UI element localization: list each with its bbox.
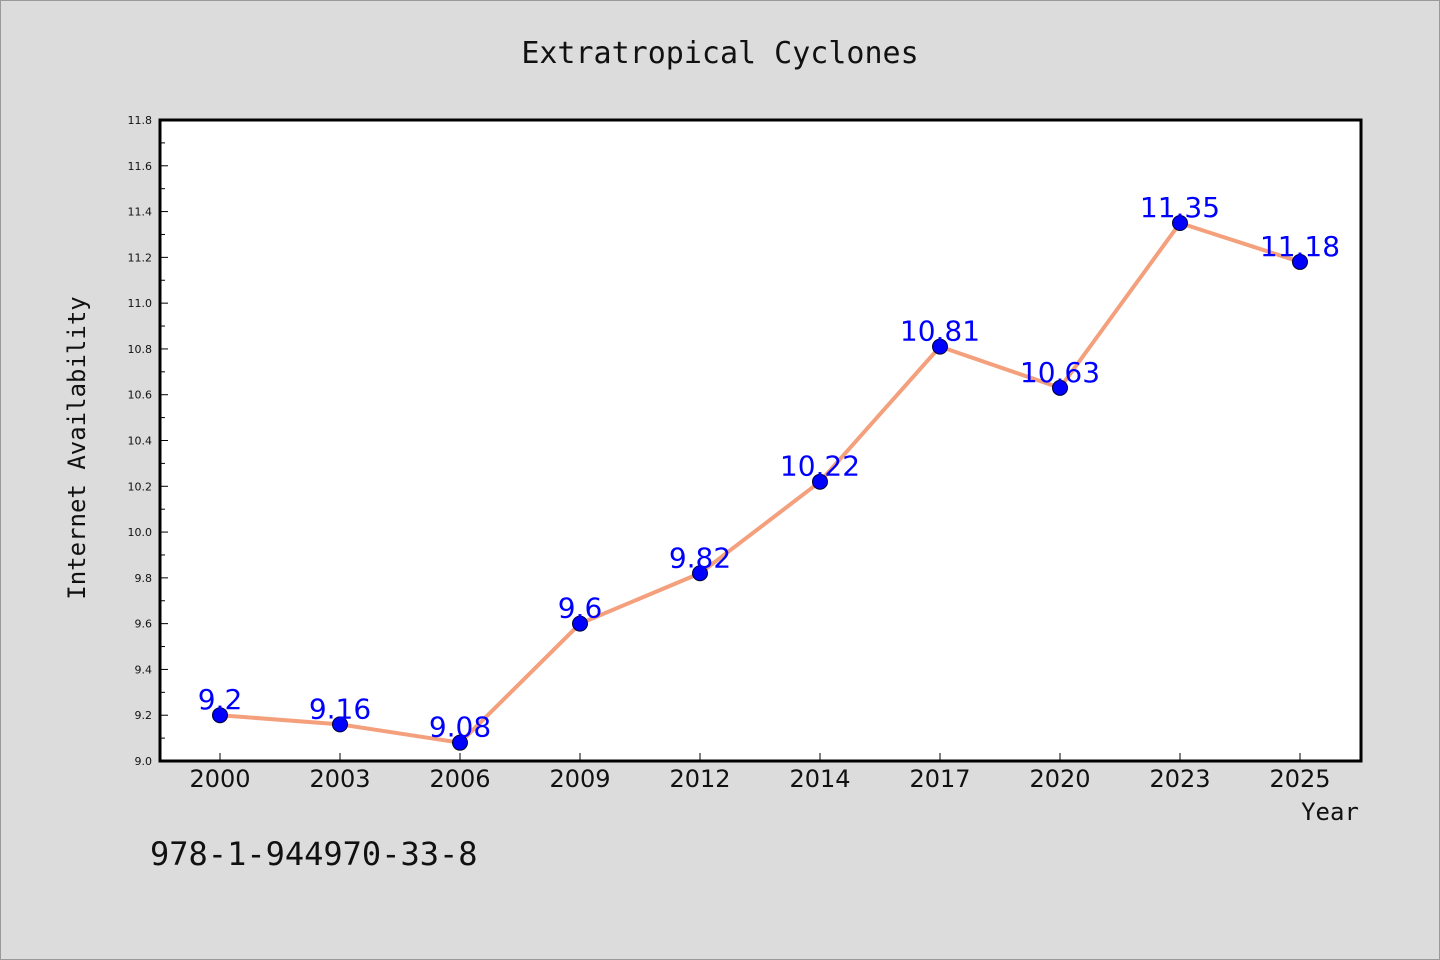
data-point bbox=[452, 734, 468, 751]
series-layer bbox=[212, 215, 1308, 751]
footnote-isbn: 978-1-944970-33-8 bbox=[150, 835, 478, 873]
data-label: 10.81 bbox=[900, 315, 980, 348]
y-axis: 9.0 9.2 9.4 9.6 9.8 10.0 10.2 10.4 10.6 10.8 11.0 1… bbox=[128, 114, 168, 768]
y-tick-label: 9.0 bbox=[135, 755, 153, 768]
data-label: 10.22 bbox=[780, 450, 860, 483]
data-label: 9.82 bbox=[669, 541, 731, 574]
x-axis: 2000 2003 2006 2009 2012 2014 2017 2020 2023 2025 bbox=[189, 753, 1331, 793]
data-label: 9.6 bbox=[558, 592, 603, 625]
y-tick-label: 9.2 bbox=[135, 709, 153, 722]
x-tick-label: 2012 bbox=[669, 765, 730, 793]
series-line bbox=[219, 221, 1301, 745]
x-tick-label: 2014 bbox=[789, 765, 850, 793]
data-label: 9.2 bbox=[198, 683, 243, 716]
data-point bbox=[212, 707, 228, 724]
x-tick-label: 2023 bbox=[1149, 765, 1210, 793]
y-tick-label: 9.4 bbox=[135, 663, 153, 676]
y-tick-label: 11.6 bbox=[128, 160, 153, 173]
y-tick-label: 11.4 bbox=[128, 206, 153, 219]
x-tick-label: 2006 bbox=[429, 765, 490, 793]
data-label: 9.08 bbox=[429, 711, 491, 744]
data-point bbox=[332, 716, 348, 733]
y-tick-label: 11.2 bbox=[128, 251, 153, 264]
y-tick-label: 11.8 bbox=[128, 114, 153, 127]
data-label: 9.16 bbox=[309, 692, 371, 725]
x-tick-label: 2020 bbox=[1029, 765, 1090, 793]
data-labels: 9.2 9.16 9.08 9.6 9.82 10.22 10.81 10.63 11.35 11… bbox=[198, 191, 1340, 744]
y-tick-label: 10.8 bbox=[128, 343, 153, 356]
x-tick-label: 2003 bbox=[309, 765, 370, 793]
y-tick-label: 9.6 bbox=[135, 618, 153, 631]
data-label: 10.63 bbox=[1020, 356, 1100, 389]
data-point bbox=[572, 615, 588, 632]
data-point bbox=[812, 473, 828, 490]
y-tick-label: 9.8 bbox=[135, 572, 153, 585]
data-point bbox=[1052, 379, 1068, 396]
x-tick-label: 2025 bbox=[1269, 765, 1330, 793]
data-point bbox=[692, 565, 708, 582]
x-tick-label: 2017 bbox=[909, 765, 970, 793]
y-tick-label: 10.6 bbox=[128, 389, 153, 402]
x-tick-label: 2000 bbox=[189, 765, 250, 793]
data-point bbox=[1292, 253, 1308, 270]
y-axis-label: Internet Availability bbox=[63, 296, 91, 599]
data-point bbox=[1172, 215, 1188, 232]
data-label: 11.35 bbox=[1140, 191, 1220, 224]
chart-title: Extratropical Cyclones bbox=[521, 36, 918, 71]
data-point bbox=[932, 338, 948, 355]
y-tick-label: 10.2 bbox=[128, 480, 153, 493]
data-label: 11.18 bbox=[1260, 230, 1340, 263]
y-tick-label: 10.4 bbox=[128, 435, 153, 448]
y-tick-label: 10.0 bbox=[128, 526, 153, 539]
y-tick-label: 11.0 bbox=[128, 297, 153, 310]
x-tick-label: 2009 bbox=[549, 765, 610, 793]
x-axis-label: Year bbox=[1301, 798, 1359, 826]
plot-area bbox=[158, 118, 1363, 763]
